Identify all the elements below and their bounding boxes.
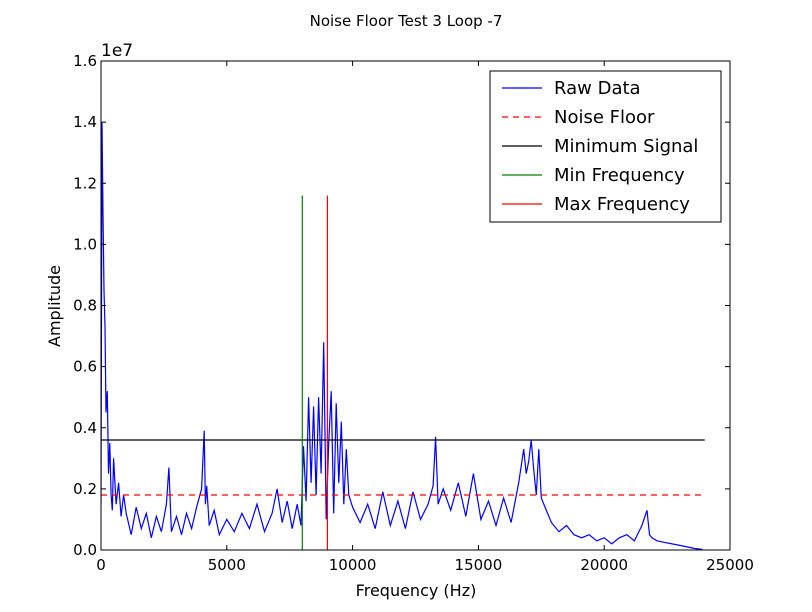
- y-tick-label: 0.2: [73, 480, 97, 498]
- y-tick-label: 0.8: [73, 297, 97, 315]
- x-tick-label: 0: [96, 556, 106, 574]
- y-multiplier-label: 1e7: [101, 41, 133, 61]
- x-axis-label: Frequency (Hz): [356, 581, 477, 600]
- y-tick-label: 0.6: [73, 358, 97, 376]
- legend-label-raw-data: Raw Data: [554, 78, 641, 99]
- x-tick-label: 5000: [208, 556, 246, 574]
- x-axis: 0 5000 10000 15000 20000 25000: [96, 61, 754, 574]
- chart-title: Noise Floor Test 3 Loop -7: [310, 12, 503, 30]
- plot-area: 0 5000 10000 15000 20000 25000 0.00.20.40.60.…: [73, 52, 754, 574]
- x-tick-label: 20000: [580, 556, 628, 574]
- y-tick-label: 1.6: [73, 52, 97, 70]
- legend-label-max-frequency: Max Frequency: [554, 194, 690, 215]
- y-tick-label: 1.4: [73, 113, 97, 131]
- y-axis-label: Amplitude: [45, 265, 64, 347]
- legend: Raw Data Noise Floor Minimum Signal Min Fre…: [489, 70, 722, 223]
- series-layer: [101, 122, 705, 550]
- y-tick-label: 1.0: [73, 235, 97, 253]
- legend-label-min-frequency: Min Frequency: [554, 165, 685, 186]
- x-tick-label: 15000: [455, 556, 503, 574]
- y-tick-label: 0.0: [73, 541, 97, 559]
- legend-label-minimum-signal: Minimum Signal: [554, 136, 698, 157]
- series-raw-data: [101, 122, 703, 550]
- y-tick-label: 0.4: [73, 419, 97, 437]
- y-axis: 0.0 0.2 0.4 0.6 0.8 1.0 1.2 1.4 1.6: [73, 52, 730, 559]
- x-tick-label: 10000: [329, 556, 377, 574]
- y-tick-label: 1.2: [73, 174, 97, 192]
- legend-label-noise-floor: Noise Floor: [554, 107, 655, 128]
- x-tick-label: 25000: [706, 556, 754, 574]
